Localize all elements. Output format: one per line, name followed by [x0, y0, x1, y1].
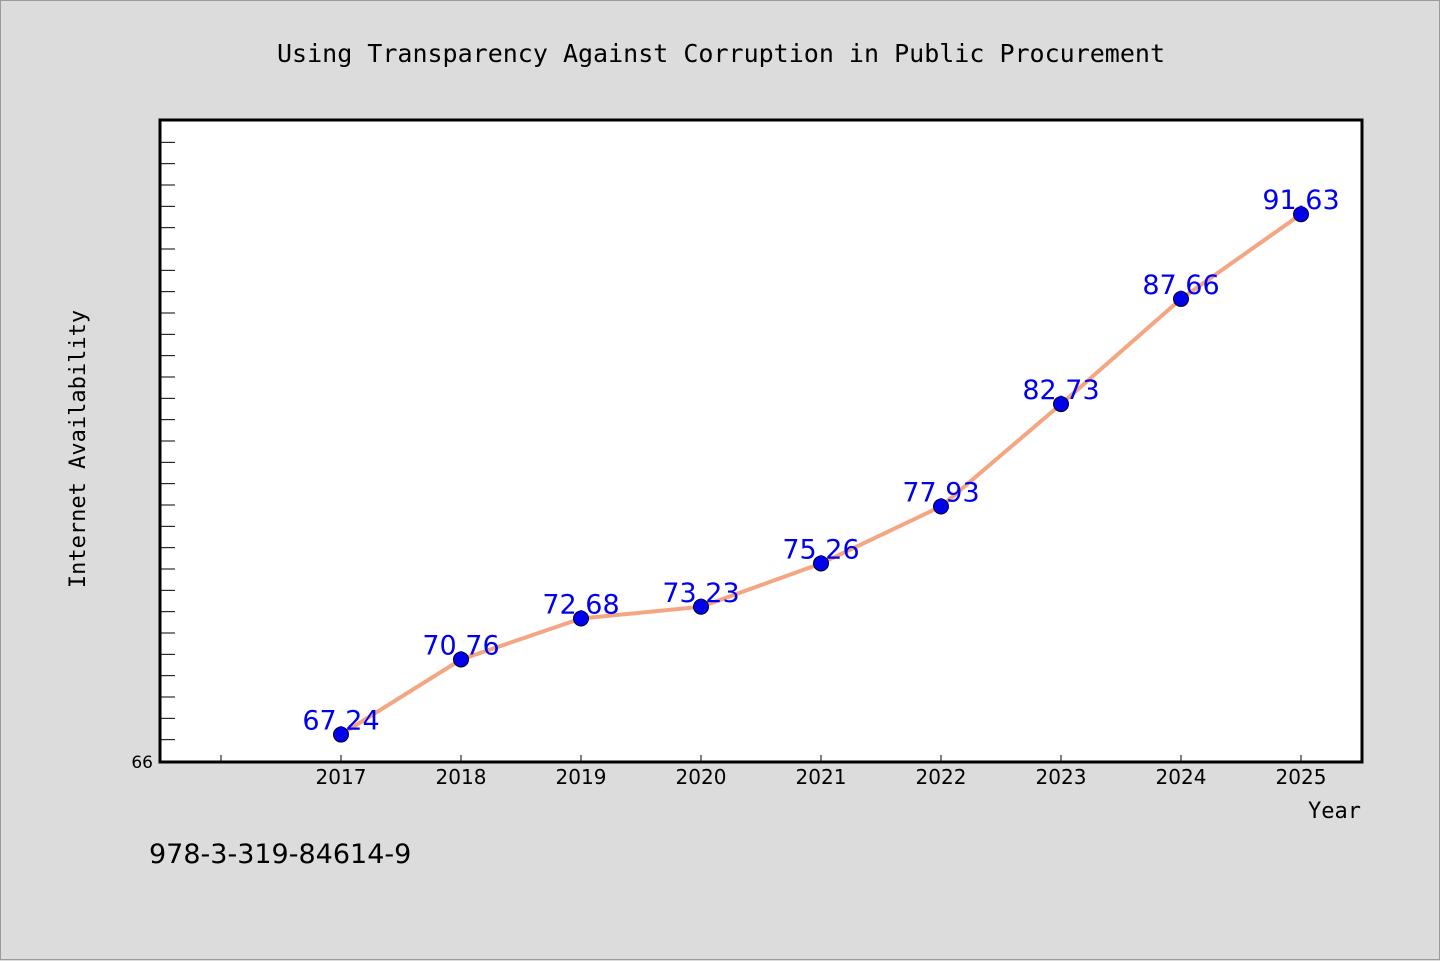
y-tick-label: 66 — [131, 753, 153, 773]
data-label: 91.63 — [1262, 185, 1339, 216]
x-axis-label: Year — [1308, 799, 1361, 824]
series-markers — [333, 206, 1309, 743]
data-point — [693, 598, 709, 615]
data-point — [573, 610, 589, 627]
y-axis-ticks — [161, 141, 175, 741]
x-tick-label: 2024 — [1156, 765, 1207, 789]
data-label: 77.93 — [902, 477, 979, 508]
isbn-text: 978-3-319-84614-9 — [149, 839, 411, 870]
x-tick-label: 2023 — [1036, 765, 1087, 789]
data-point — [933, 498, 949, 515]
y-axis-label: Internet Availability — [66, 310, 91, 588]
data-point — [1053, 396, 1069, 413]
data-label: 82.73 — [1022, 375, 1099, 406]
data-label: 67.24 — [302, 706, 379, 737]
data-label: 87.66 — [1142, 270, 1219, 301]
data-label: 70.76 — [422, 630, 499, 661]
x-tick-label: 2018 — [436, 765, 487, 789]
x-tick-label: 2022 — [916, 765, 967, 789]
x-tick-label: 2020 — [676, 765, 727, 789]
data-labels: 67.24 70.76 72.68 73.23 75.26 77.93 82.73 87.66… — [302, 185, 1339, 736]
x-tick-label: 2019 — [556, 765, 607, 789]
data-label: 75.26 — [782, 534, 859, 565]
x-tick-label: 2025 — [1276, 765, 1327, 789]
x-tick-label: 2017 — [316, 765, 367, 789]
data-point — [1173, 290, 1189, 307]
x-axis-ticks — [220, 755, 1302, 761]
x-tick-labels: 2017 2018 2019 2020 2021 2022 2023 2024 2025 — [316, 765, 1327, 789]
chart-title: Using Transparency Against Corruption in… — [277, 39, 1165, 68]
plot-area — [158, 118, 1364, 764]
x-tick-label: 2021 — [796, 765, 847, 789]
data-point — [333, 726, 349, 743]
data-label: 72.68 — [542, 589, 619, 620]
data-point — [813, 555, 829, 572]
data-label: 73.23 — [662, 578, 739, 609]
data-point — [453, 651, 469, 668]
data-point — [1293, 206, 1309, 223]
